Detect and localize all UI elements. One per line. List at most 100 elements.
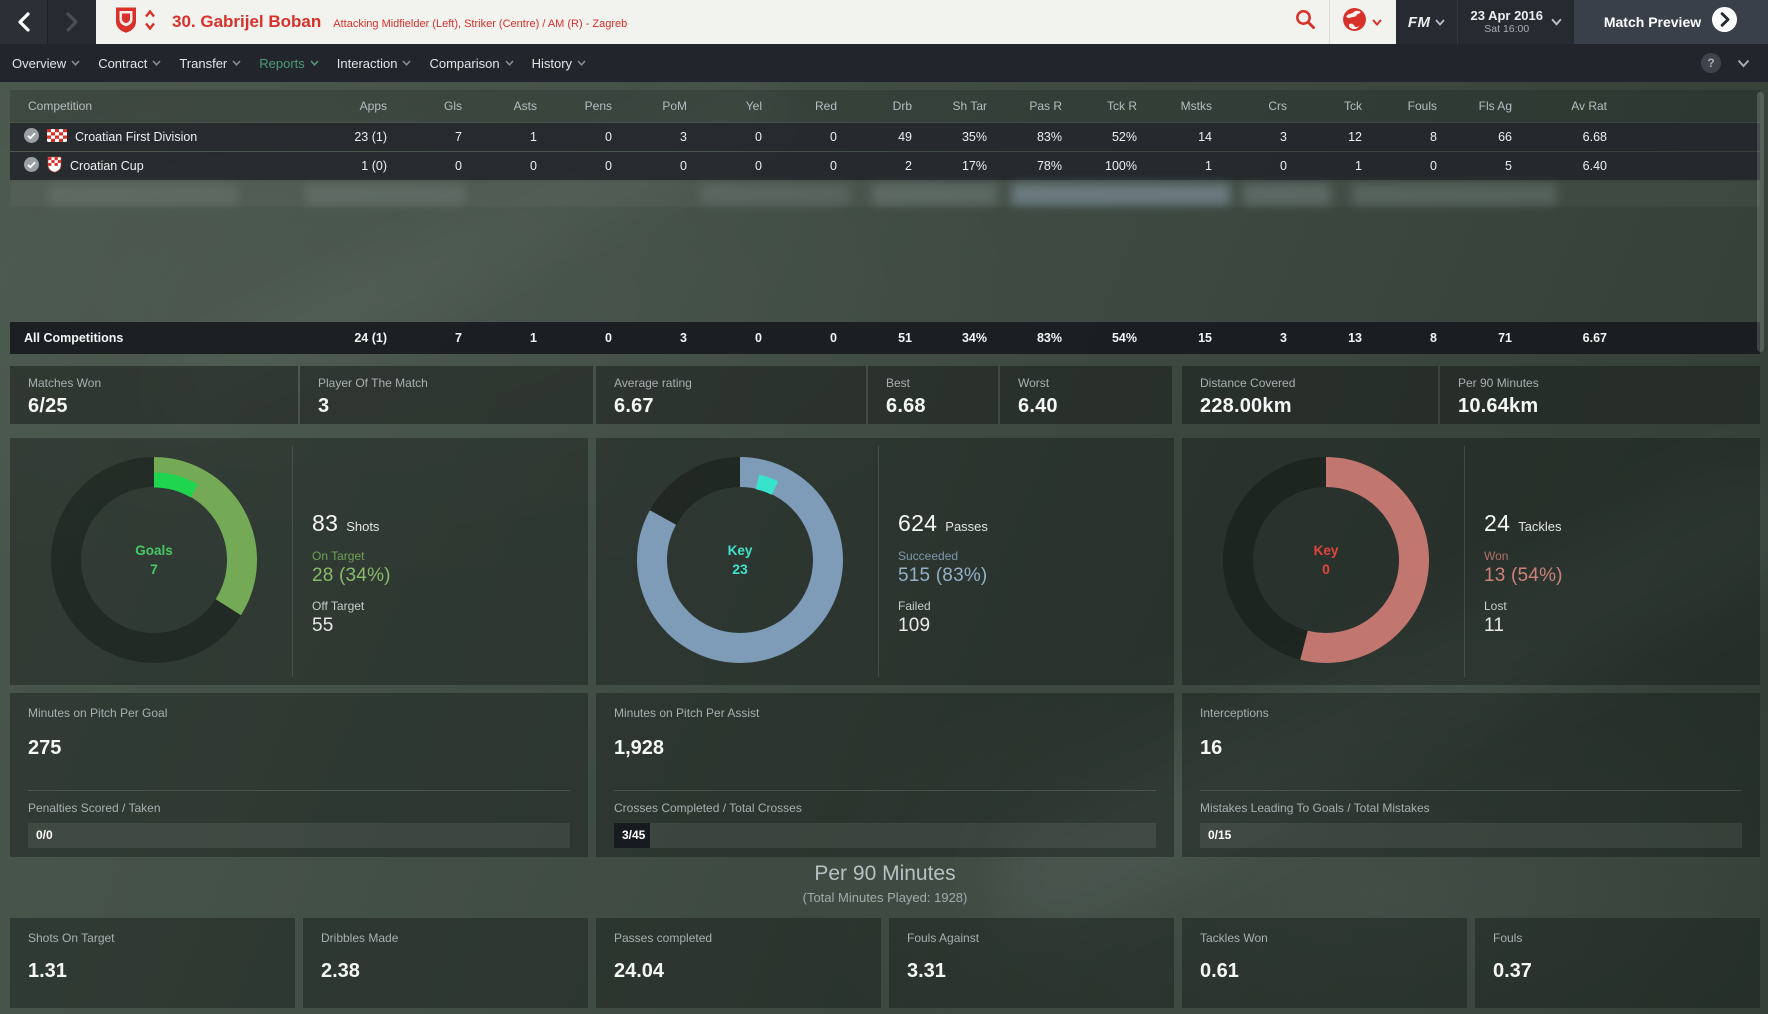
collapse-panel-chevron-icon[interactable]	[1737, 59, 1750, 68]
chevron-down-icon	[232, 60, 241, 66]
table-row-croatian-cup[interactable]: Croatian Cup 1 (0) 0 0 0 0 0 0 2 17% 78% 100% 1 0 1 0 5 6…	[10, 152, 1760, 180]
nav-item-label: Overview	[12, 55, 67, 71]
column-header-mstks[interactable]: Mstks	[1180, 99, 1212, 113]
cell-crs: 3	[1280, 130, 1287, 144]
per90-stat-value: 0.37	[1493, 960, 1532, 982]
summary-value: 10.64km	[1458, 395, 1539, 417]
date-continue-button[interactable]: 23 Apr 2016 Sat 16:00	[1458, 0, 1574, 44]
cell-fouls: 0	[1430, 159, 1437, 173]
player-switcher-icon[interactable]	[144, 7, 156, 38]
summary-average-rating: Average rating 6.67	[596, 366, 866, 424]
blurred-background-row	[10, 181, 1760, 207]
nav-item-comparison[interactable]: Comparison	[429, 56, 514, 71]
summary-value: 6/25	[28, 395, 68, 417]
nav-item-interaction[interactable]: Interaction	[337, 56, 412, 71]
cell-tck-r: 54%	[1111, 331, 1137, 345]
bar-label: Penalties Scored / Taken	[28, 801, 161, 815]
column-header-yel[interactable]: Yel	[745, 99, 762, 113]
croatia-flag-icon	[47, 129, 67, 145]
match-preview-button[interactable]: Match Preview	[1574, 0, 1768, 44]
donut-panel-passes: Key 23 624 Passes Succeeded 515 (83%) Failed 10…	[596, 438, 1174, 685]
club-crest-icon[interactable]	[114, 6, 138, 39]
chevron-down-icon	[402, 60, 412, 66]
nav-item-label: Interaction	[336, 55, 398, 71]
column-header-apps[interactable]: Apps	[359, 99, 387, 113]
column-header-tck[interactable]: Tck	[1344, 99, 1362, 113]
cell-mstks: 14	[1198, 130, 1212, 144]
stat-row-value: 515 (83%)	[898, 565, 988, 586]
summary-matches-won: Matches Won 6/25	[10, 366, 298, 424]
world-globe-icon[interactable]	[1342, 7, 1367, 37]
chevron-down-icon	[310, 60, 319, 66]
per90-title: Per 90 Minutes	[814, 862, 956, 885]
selected-check-icon[interactable]	[24, 157, 39, 175]
table-scrollbar[interactable]	[1757, 92, 1764, 352]
detail-panel-0: Minutes on Pitch Per Goal 275 Penalties Sc…	[10, 693, 588, 857]
headline-value: 24	[1484, 510, 1511, 536]
summary-label: Best	[886, 376, 911, 390]
summary-label: Per 90 Minutes	[1458, 376, 1539, 390]
search-icon[interactable]	[1294, 8, 1317, 36]
column-header-asts[interactable]: Asts	[513, 99, 537, 113]
nav-item-history[interactable]: History	[532, 56, 586, 71]
back-button[interactable]	[0, 0, 48, 44]
nav-item-overview[interactable]: Overview	[12, 56, 80, 71]
donut-stats-passes: 624 Passes Succeeded 515 (83%) Failed 109	[898, 510, 1158, 637]
nav-item-label: Transfer	[179, 55, 228, 71]
column-header-fls-ag[interactable]: Fls Ag	[1478, 99, 1512, 113]
nav-item-contract[interactable]: Contract	[98, 56, 161, 71]
column-header-gls[interactable]: Gls	[444, 99, 462, 113]
nav-item-reports[interactable]: Reports	[259, 56, 319, 71]
forward-button[interactable]	[48, 0, 96, 44]
per90-subtitle: (Total Minutes Played: 1928)	[802, 890, 968, 905]
detail-stat-value: 1,928	[614, 737, 665, 759]
headline: 83 Shots	[312, 510, 572, 537]
stat-row-value: 11	[1484, 615, 1505, 636]
panel-divider	[28, 790, 570, 791]
competition-name: All Competitions	[24, 331, 124, 345]
column-header-tck-r[interactable]: Tck R	[1107, 99, 1137, 113]
cell-yel: 0	[755, 159, 762, 173]
globe-dropdown-chevron-icon[interactable]	[1372, 13, 1382, 31]
donut-stats-shots: 83 Shots On Target 28 (34%) Off Target 55	[312, 510, 572, 637]
stat-row-value: 13 (54%)	[1484, 565, 1563, 586]
column-header-crs[interactable]: Crs	[1268, 99, 1287, 113]
selected-check-icon[interactable]	[24, 128, 39, 146]
ratio-bar: 3/45	[614, 823, 1156, 848]
per90-panel-fouls-against: Fouls Against 3.31	[889, 918, 1174, 1008]
cell-av-rat: 6.67	[1582, 331, 1607, 345]
detail-stat-value: 16	[1200, 737, 1223, 759]
column-header-av-rat[interactable]: Av Rat	[1571, 99, 1607, 113]
cell-apps: 1 (0)	[361, 159, 387, 173]
table-row-croatian-first-division[interactable]: Croatian First Division 23 (1) 7 1 0 3 0 0 49 35%…	[10, 123, 1760, 151]
chevron-down-icon	[152, 60, 161, 66]
cell-pens: 0	[605, 159, 612, 173]
stat-row-value: 28 (34%)	[312, 565, 391, 586]
nav-item-transfer[interactable]: Transfer	[179, 56, 241, 71]
per90-stat-value: 3.31	[907, 960, 946, 982]
column-header-competition[interactable]: Competition	[28, 99, 93, 113]
detail-stat-label: Interceptions	[1200, 706, 1269, 720]
fm-dropdown-chevron-icon	[1435, 13, 1446, 31]
cell-fls-ag: 66	[1498, 130, 1512, 144]
column-header-pom[interactable]: PoM	[662, 99, 687, 113]
cell-pom: 3	[680, 331, 687, 345]
column-header-drb[interactable]: Drb	[892, 99, 912, 113]
cell-gls: 7	[455, 331, 462, 345]
summary-label: Distance Covered	[1200, 376, 1296, 390]
column-header-pas-r[interactable]: Pas R	[1029, 99, 1062, 113]
help-button[interactable]: ?	[1701, 53, 1721, 73]
summary-player-of-the-match: Player Of The Match 3	[300, 366, 593, 424]
column-header-pens[interactable]: Pens	[584, 99, 612, 113]
detail-panel-2: Interceptions 16 Mistakes Leading To Goals…	[1182, 693, 1760, 857]
column-header-fouls[interactable]: Fouls	[1407, 99, 1437, 113]
title-bar: 30. Gabrijel Boban Attacking Midfielder …	[0, 0, 1768, 44]
column-header-sh-tar[interactable]: Sh Tar	[952, 99, 987, 113]
cell-pens: 0	[605, 130, 612, 144]
cell-drb: 51	[898, 331, 912, 345]
fm-menu-button[interactable]: FM	[1395, 0, 1459, 44]
column-header-red[interactable]: Red	[814, 99, 837, 113]
table-total-row-all-competitions[interactable]: All Competitions 24 (1) 7 1 0 3 0 0 51 34% 83% 54% 1…	[10, 322, 1760, 354]
cell-pas-r: 83%	[1036, 130, 1062, 144]
summary-label: Player Of The Match	[318, 376, 428, 390]
